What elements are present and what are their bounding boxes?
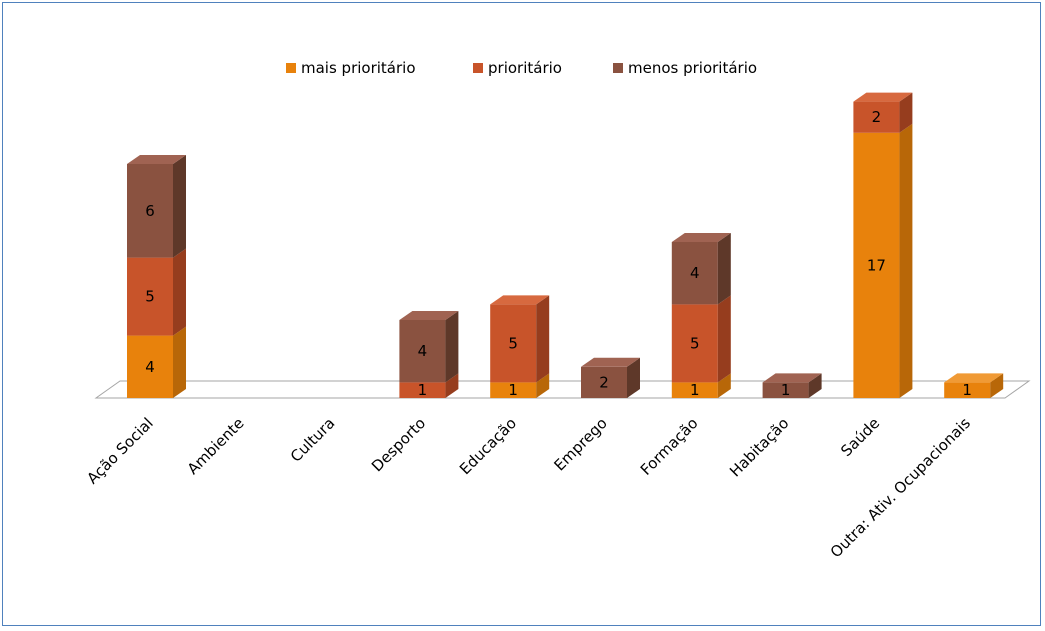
bar-desporto-prioritario-side bbox=[445, 373, 459, 398]
bar-educacao-mais-prioritario-value-label: 1 bbox=[508, 381, 518, 399]
bar-habitacao-menos-prioritario-side bbox=[808, 373, 822, 398]
category-label-acao-social: Ação Social bbox=[83, 414, 156, 487]
legend-label-menos-prioritario: menos prioritário bbox=[628, 59, 757, 77]
legend-swatch-menos-prioritario bbox=[613, 63, 623, 73]
legend-label-prioritario: prioritário bbox=[488, 59, 562, 77]
bar-desporto-menos-prioritario-top bbox=[399, 311, 459, 320]
bar-formacao-menos-prioritario-value-label: 4 bbox=[690, 264, 700, 282]
bar-desporto-menos-prioritario-front bbox=[399, 320, 446, 383]
bar-habitacao-menos-prioritario-front bbox=[762, 382, 809, 398]
bar-emprego-menos-prioritario-value-label: 2 bbox=[599, 373, 609, 391]
bar-acao-social-mais-prioritario-side bbox=[173, 326, 186, 398]
bar-acao-social-menos-prioritario-top bbox=[127, 155, 186, 164]
bar-acao-social-prioritario-value-label: 5 bbox=[145, 288, 155, 306]
bar-saude-mais-prioritario-side bbox=[899, 123, 913, 399]
bar-desporto-menos-prioritario-side bbox=[445, 311, 459, 383]
bar-educacao-prioritario-side bbox=[536, 295, 550, 383]
bar-educacao-mais-prioritario-front bbox=[490, 382, 537, 398]
bar-emprego-menos-prioritario-front bbox=[581, 366, 627, 398]
bar-formacao-mais-prioritario-side bbox=[717, 373, 731, 398]
bar-desporto-prioritario-front bbox=[399, 382, 446, 398]
bar-saude-prioritario-value-label: 2 bbox=[872, 108, 882, 126]
legend-swatch-prioritario bbox=[473, 63, 483, 73]
bar-emprego-menos-prioritario-top bbox=[581, 357, 640, 367]
bar-formacao-prioritario-front bbox=[671, 304, 718, 383]
legend-item-prioritario: prioritário bbox=[473, 59, 562, 77]
bar-formacao-mais-prioritario-value-label: 1 bbox=[690, 381, 700, 399]
bar-acao-social-menos-prioritario-value-label: 6 bbox=[145, 202, 155, 220]
legend-item-menos-prioritario: menos prioritário bbox=[613, 59, 757, 77]
category-label-habitacao: Habitação bbox=[726, 414, 792, 480]
bar-outra-ativ-ocupacionais-mais-prioritario-top bbox=[944, 373, 1004, 383]
category-label-educacao: Educação bbox=[456, 414, 520, 478]
bar-saude-prioritario-top bbox=[853, 92, 913, 102]
bar-formacao-menos-prioritario-top bbox=[671, 233, 731, 242]
bar-desporto-menos-prioritario-value-label: 4 bbox=[418, 342, 428, 360]
category-label-ambiente: Ambiente bbox=[184, 414, 248, 478]
category-label-emprego: Emprego bbox=[550, 414, 610, 474]
bar-desporto-prioritario-value-label: 1 bbox=[418, 381, 428, 399]
category-label-desporto: Desporto bbox=[368, 414, 429, 475]
category-label-formacao: Formação bbox=[637, 414, 702, 479]
bar-acao-social-mais-prioritario-front bbox=[127, 335, 173, 398]
bar-saude-mais-prioritario-front bbox=[853, 132, 900, 399]
bar-acao-social-prioritario-side bbox=[173, 248, 186, 336]
legend-swatch-mais-prioritario bbox=[286, 63, 296, 73]
bar-formacao-mais-prioritario-front bbox=[671, 382, 718, 398]
bar-formacao-prioritario-side bbox=[717, 295, 731, 383]
bar-educacao-prioritario-front bbox=[490, 304, 537, 383]
bar-acao-social-menos-prioritario-side bbox=[173, 155, 186, 258]
bar-educacao-prioritario-value-label: 5 bbox=[508, 334, 518, 352]
bar-saude-mais-prioritario-value-label: 17 bbox=[867, 256, 886, 274]
legend-item-mais-prioritario: mais prioritário bbox=[286, 59, 416, 77]
bar-outra-ativ-ocupacionais-mais-prioritario-value-label: 1 bbox=[962, 381, 972, 399]
bar-acao-social-menos-prioritario-front bbox=[127, 164, 173, 258]
bar-acao-social-prioritario-front bbox=[127, 257, 173, 336]
bar-formacao-menos-prioritario-side bbox=[717, 233, 731, 305]
bar-saude-prioritario-front bbox=[853, 101, 900, 133]
bar-educacao-prioritario-top bbox=[490, 295, 550, 305]
bar-emprego-menos-prioritario-side bbox=[627, 357, 640, 398]
bar-saude-prioritario-side bbox=[899, 92, 913, 133]
bar-formacao-menos-prioritario-front bbox=[671, 242, 718, 305]
category-label-cultura: Cultura bbox=[287, 414, 339, 466]
bar-formacao-prioritario-value-label: 5 bbox=[690, 334, 700, 352]
legend-label-mais-prioritario: mais prioritário bbox=[301, 59, 416, 77]
bar-outra-ativ-ocupacionais-mais-prioritario-front bbox=[944, 382, 991, 398]
bar-habitacao-menos-prioritario-top bbox=[762, 373, 822, 383]
bar-outra-ativ-ocupacionais-mais-prioritario-side bbox=[990, 373, 1004, 398]
bar-habitacao-menos-prioritario-value-label: 1 bbox=[781, 381, 791, 399]
bar-educacao-mais-prioritario-side bbox=[536, 373, 550, 398]
bar-acao-social-mais-prioritario-value-label: 4 bbox=[145, 358, 155, 376]
category-label-saude: Saúde bbox=[837, 414, 883, 460]
